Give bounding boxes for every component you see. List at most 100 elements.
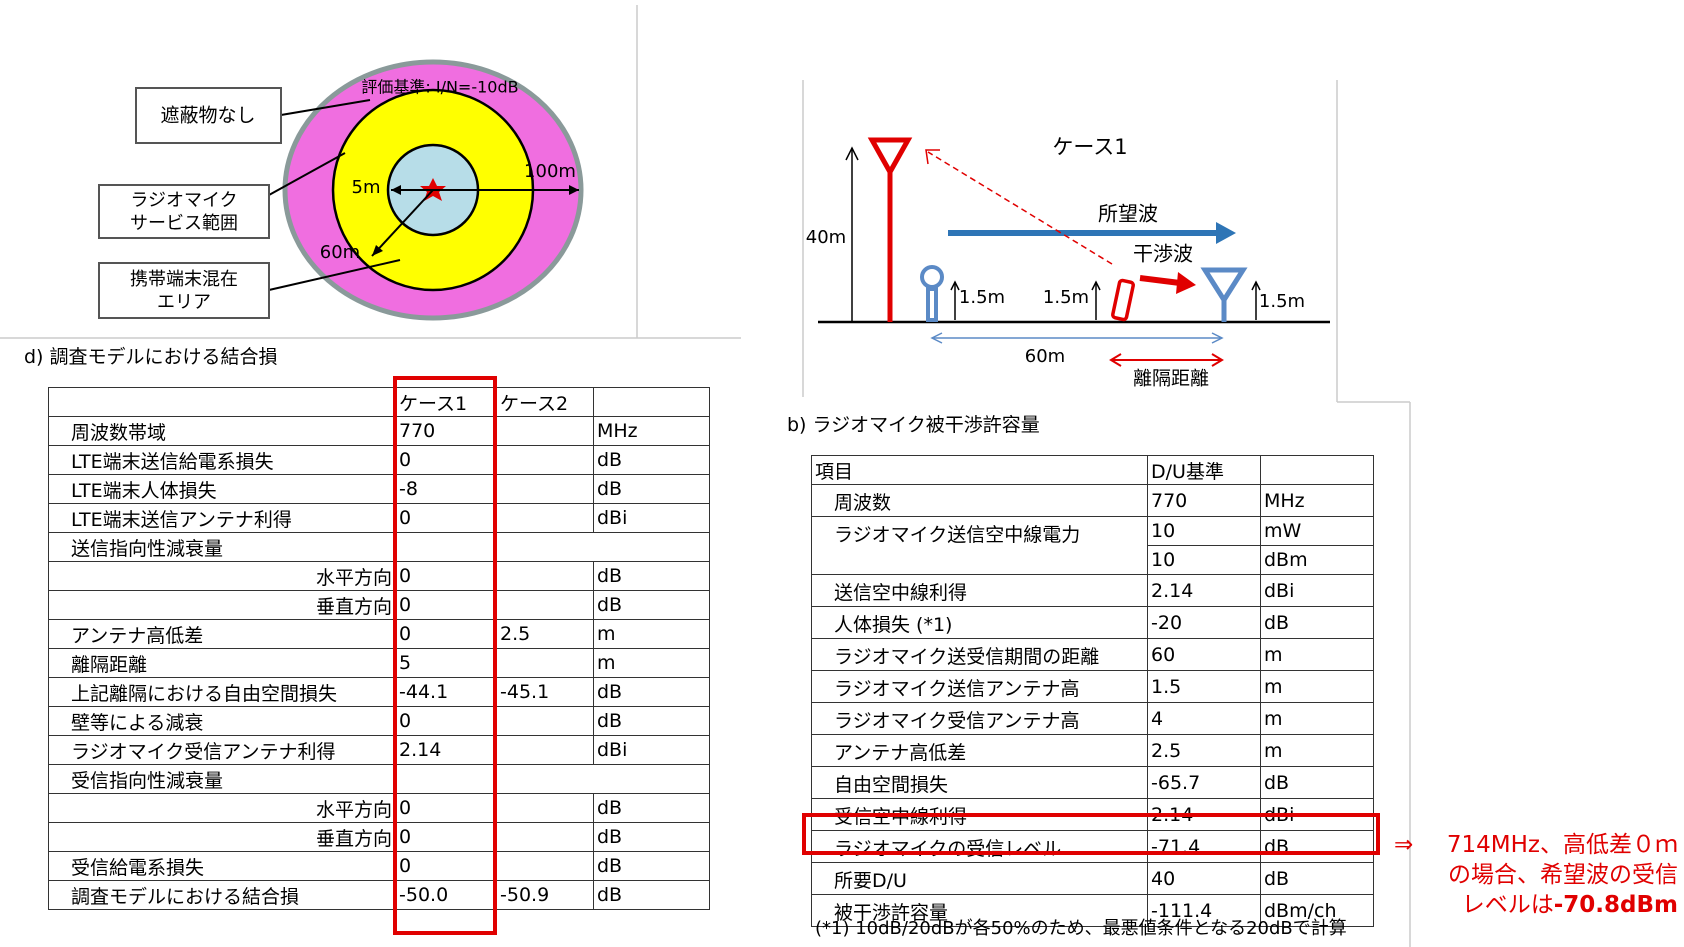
row-label: ラジオマイク送受信期間の距離: [811, 638, 1148, 671]
value: [496, 822, 594, 852]
value: -50.0: [395, 880, 497, 910]
value: [496, 793, 594, 823]
unit: dB: [593, 822, 710, 852]
bold-value: -70.8dBm: [1553, 892, 1678, 918]
unit: dB: [593, 445, 710, 475]
value: 0: [395, 619, 497, 649]
row: ラジオマイク受信アンテナ高 4 m: [811, 702, 1374, 735]
row: 自由空間損失 -65.7 dB: [811, 766, 1374, 799]
distance-arrow: [930, 332, 1224, 344]
row-label: 人体損失 (*1): [811, 606, 1148, 639]
row-label: ラジオマイク送信アンテナ高: [811, 670, 1148, 703]
small-height-arrows: [950, 280, 1261, 320]
value: 40: [1147, 862, 1261, 895]
group-label: 受信指向性減衰量: [48, 764, 710, 794]
height-arrow: [845, 146, 859, 322]
row: 被干渉許容量 -111.4 dBm/ch: [811, 894, 1374, 927]
value: 1.5: [1147, 670, 1261, 703]
row-label: アンテナ高低差: [811, 734, 1148, 767]
phone: [1111, 278, 1135, 322]
unit: m: [1260, 702, 1374, 735]
unit: dBi: [1260, 574, 1374, 607]
value: [496, 474, 594, 504]
height-label: 1.5m: [959, 287, 1005, 308]
height-label: 1.5m: [1043, 287, 1089, 308]
unit: dB: [593, 677, 710, 707]
value: 2.14: [1147, 574, 1261, 607]
unit: mW: [1260, 516, 1374, 546]
value: 0: [395, 561, 497, 591]
row-label: LTE端末人体損失: [48, 474, 396, 504]
row: ラジオマイクの受信レベル -71.4 dB: [811, 830, 1374, 863]
row: ラジオマイク送受信期間の距離 60 m: [811, 638, 1374, 671]
row-label: 垂直方向: [48, 822, 396, 852]
rx-antenna: [1200, 267, 1248, 322]
unit: m: [1260, 670, 1374, 703]
annotation-line: の場合、希望波の受信: [1448, 862, 1678, 888]
header: D/U基準: [1147, 455, 1261, 485]
value: -20: [1147, 606, 1261, 639]
value: 60: [1147, 638, 1261, 671]
row: LTE端末送信アンテナ利得 0 dBi: [48, 503, 710, 533]
label-box: [98, 184, 270, 239]
box-label: エリア: [157, 292, 211, 313]
empty-cell: [48, 387, 396, 417]
value: -111.4: [1147, 894, 1261, 927]
unit: m: [593, 648, 710, 678]
row-label: 水平方向: [48, 561, 396, 591]
highlight: [393, 376, 497, 935]
box-label: ラジオマイク: [130, 190, 237, 211]
unit: dB: [593, 851, 710, 881]
criterion: 評価基準: I/N=-10dB: [361, 78, 518, 97]
row: ラジオマイク受信アンテナ利得 2.14 dBi: [48, 735, 710, 765]
row-label: 送信空中線利得: [811, 574, 1148, 607]
arrow-heads: [372, 185, 579, 256]
row-label: アンテナ高低差: [48, 619, 396, 649]
row: 周波数帯域 770 MHz: [48, 416, 710, 446]
interference-arrow-head: [1176, 272, 1196, 294]
box-label: 遮蔽物なし: [160, 105, 255, 127]
row-label: ラジオマイク受信アンテナ利得: [48, 735, 396, 765]
value: -45.1: [496, 677, 594, 707]
row-label: 所要D/U: [811, 862, 1148, 895]
row: 所要D/U 40 dB: [811, 862, 1374, 895]
value: 2.5: [1147, 734, 1261, 767]
row-label: 垂直方向: [48, 590, 396, 620]
text: レベルは: [1461, 892, 1554, 918]
row: 垂直方向 0 dB: [48, 590, 710, 620]
label-box: [98, 262, 270, 319]
annotation-line: ⇒ 714MHz、高低差０ｍ: [1388, 830, 1678, 860]
radius-label: 5m: [352, 177, 381, 198]
row: 受信指向性減衰量: [48, 764, 710, 794]
header: ケース1: [395, 387, 497, 417]
row-label: LTE端末送信給電系損失: [48, 445, 396, 475]
value: 4: [1147, 702, 1261, 735]
row: 送信空中線利得 2.14 dBi: [811, 574, 1374, 607]
table-d: ケース1 ケース2 周波数帯域 770 MHz LTE端末送信給電系損失 0 dB LTE端末人…: [48, 387, 710, 910]
value: [496, 706, 594, 736]
unit: dB: [593, 793, 710, 823]
text: 714MHz、高低差０ｍ: [1446, 832, 1678, 858]
empty-cell: [593, 387, 710, 417]
annotation-line: レベルは-70.8dBm: [1388, 890, 1678, 920]
row: LTE端末送信給電系損失 0 dB: [48, 445, 710, 475]
unit: dBi: [593, 503, 710, 533]
row: 送信指向性減衰量: [48, 532, 710, 562]
unit: dB: [593, 706, 710, 736]
unit: m: [1260, 734, 1374, 767]
unit: m: [593, 619, 710, 649]
row: 調査モデルにおける結合損 -50.0 -50.9 dB: [48, 880, 710, 910]
interference-label: 干渉波: [1133, 242, 1193, 266]
row: ケース1 ケース2: [48, 387, 710, 417]
value: 0: [395, 851, 497, 881]
value: [496, 590, 594, 620]
row-label: ラジオマイク受信アンテナ高: [811, 702, 1148, 735]
value: 0: [395, 590, 497, 620]
row: 離隔距離 5 m: [48, 648, 710, 678]
value: [496, 416, 594, 446]
unit: m: [1260, 638, 1374, 671]
value: [496, 648, 594, 678]
value: 770: [395, 416, 497, 446]
row: 受信給電系損失 0 dB: [48, 851, 710, 881]
